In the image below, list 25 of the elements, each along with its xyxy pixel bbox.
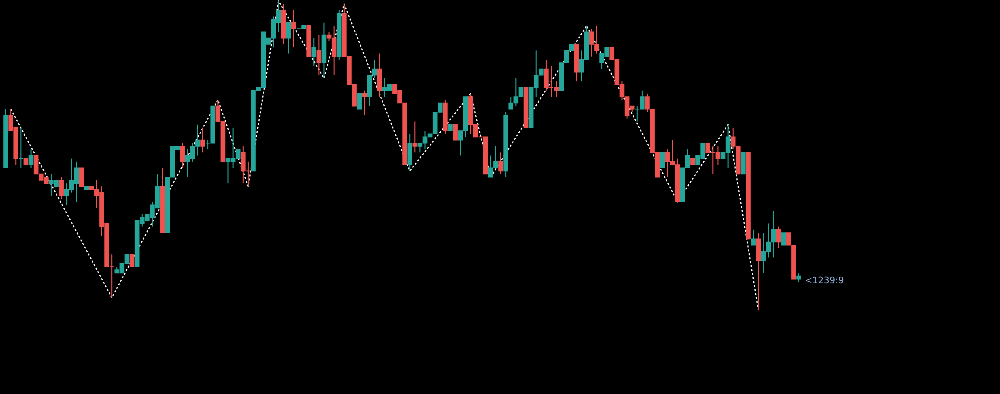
candlestick (796, 272, 802, 283)
candlestick (292, 10, 296, 48)
candlestick (751, 229, 756, 246)
candlestick (59, 176, 64, 200)
candlestick (377, 53, 382, 98)
candlestick (412, 121, 418, 154)
candlestick (756, 232, 762, 311)
candlestick (408, 134, 412, 172)
candlestick (498, 152, 504, 175)
candlestick (362, 90, 368, 116)
candlestick (312, 38, 317, 67)
candlestick (781, 232, 786, 246)
candlestick (286, 22, 292, 54)
candlestick (453, 124, 458, 141)
candlestick (776, 226, 782, 249)
candlestick (316, 34, 322, 76)
candlestick (28, 149, 34, 169)
candlestick (660, 152, 666, 169)
candlestick (130, 254, 135, 268)
candlestick (79, 168, 84, 188)
candlestick (357, 94, 362, 110)
candlestick (180, 142, 186, 169)
candlestick (741, 152, 746, 175)
candlestick (200, 127, 206, 154)
text: <1239:9 (805, 276, 844, 286)
